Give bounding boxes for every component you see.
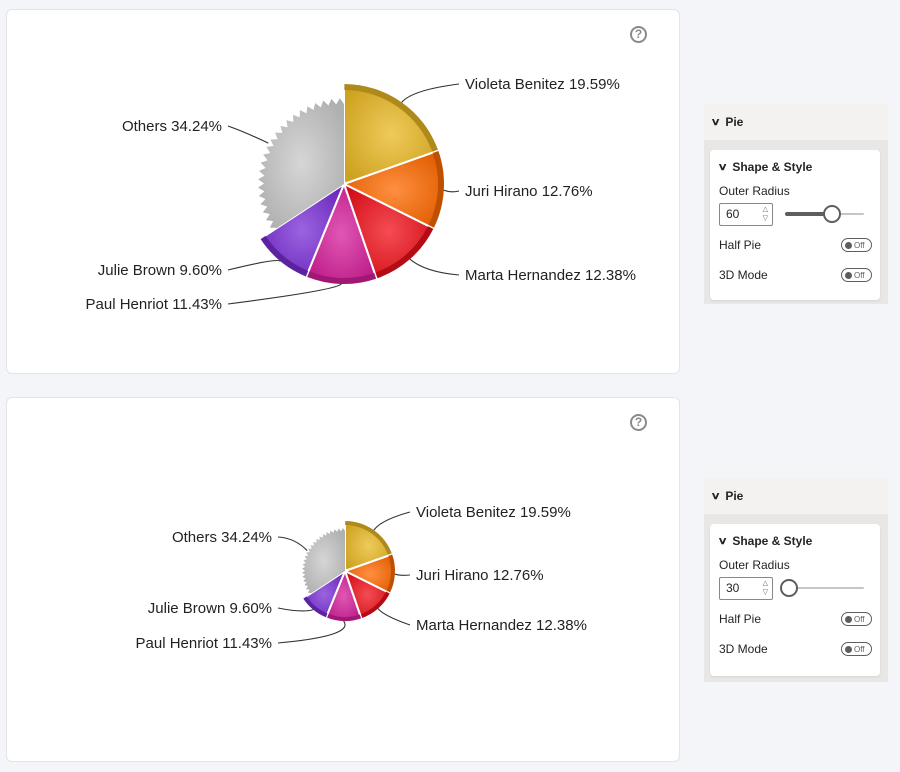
toggle-state: Off [854, 270, 865, 280]
shape-style-title: Shape & Style [732, 160, 813, 174]
data-label-violeta-benitez: Violeta Benitez 19.59% [465, 76, 620, 93]
shape-style-section: ∨ Shape & Style Outer Radius 60 △ ▽ Half … [710, 150, 880, 300]
chevron-down-icon: ∨ [710, 490, 721, 502]
leader-line-others [277, 536, 308, 551]
outer-radius-slider[interactable] [779, 576, 864, 600]
shape-style-section: ∨ Shape & Style Outer Radius 30 △ ▽ Half … [710, 524, 880, 676]
pie-slice-rim-paul-henriot [306, 271, 377, 284]
shape-style-header[interactable]: ∨ Shape & Style [717, 158, 872, 176]
toggle-knob [845, 645, 852, 653]
toggle-state: Off [854, 240, 865, 250]
pie-slice-rim-marta-hernandez [360, 591, 390, 619]
outer-radius-input[interactable]: 30 △ ▽ [719, 576, 773, 600]
data-label-juri-hirano: Juri Hirano 12.76% [465, 183, 593, 200]
chart-card-top: ? Violeta Benitez 19.59% Juri Hirano 12.7… [6, 9, 680, 374]
format-panel-bottom: ∨ Pie ∨ Shape & Style Outer Radius 30 △ ▽… [704, 478, 888, 682]
half-pie-toggle[interactable]: Off [841, 612, 872, 626]
leader-line-violeta-benitez [373, 511, 411, 531]
outer-radius-label: Outer Radius [719, 184, 790, 198]
slider-fill [785, 212, 833, 216]
pie-slice-rim-juri-hirano [428, 151, 444, 229]
slider-track [785, 587, 864, 589]
slider-thumb[interactable] [823, 205, 842, 223]
pie-slice-rim-julie-brown [303, 596, 328, 618]
data-label-marta-hernandez: Marta Hernandez 12.38% [465, 267, 636, 284]
toggle-knob [845, 615, 852, 623]
half-pie-label: Half Pie [719, 612, 762, 626]
data-label-paul-henriot: Paul Henriot 11.43% [136, 635, 272, 652]
toggle-state: Off [854, 644, 865, 654]
3d-mode-label: 3D Mode [719, 642, 768, 656]
pie-slice-rim-paul-henriot [326, 613, 362, 621]
pie-slice-rim-violeta-benitez [344, 84, 439, 153]
toggle-state: Off [854, 614, 865, 624]
data-label-julie-brown: Julie Brown 9.60% [98, 262, 222, 279]
3d-mode-label: 3D Mode [719, 268, 768, 282]
pie-panel-header[interactable]: ∨ Pie [704, 104, 888, 140]
data-label-marta-hernandez: Marta Hernandez 12.38% [416, 617, 587, 634]
outer-radius-value: 30 [726, 580, 740, 595]
pie-slice-rim-julie-brown [260, 235, 309, 277]
chart-card-bottom: ? Violeta Benitez 19.59% Juri Hirano 12.7… [6, 397, 680, 762]
half-pie-label: Half Pie [719, 238, 762, 252]
pie-slice-rim-marta-hernandez [374, 226, 434, 279]
outer-radius-input[interactable]: 60 △ ▽ [719, 202, 773, 226]
spin-arrows-icon[interactable]: △ ▽ [762, 205, 768, 222]
outer-radius-slider[interactable] [785, 202, 864, 226]
outer-radius-value: 60 [726, 206, 740, 221]
3d-mode-toggle[interactable]: Off [841, 642, 872, 656]
spin-arrows-icon[interactable]: △ ▽ [762, 579, 768, 596]
pie-chart-bottom: Violeta Benitez 19.59% Juri Hirano 12.76%… [136, 504, 587, 652]
outer-radius-label: Outer Radius [719, 558, 790, 572]
leader-line-others [227, 125, 269, 144]
chevron-down-icon: ∨ [717, 535, 728, 547]
leader-line-paul-henriot [277, 620, 346, 644]
leader-line-violeta-benitez [401, 83, 460, 103]
data-label-julie-brown: Julie Brown 9.60% [148, 600, 272, 617]
data-label-violeta-benitez: Violeta Benitez 19.59% [416, 504, 571, 521]
chevron-down-icon: ∨ [717, 161, 728, 173]
help-icon[interactable]: ? [630, 26, 647, 43]
data-label-others: Others 34.24% [172, 529, 272, 546]
chevron-down-icon: ∨ [710, 116, 721, 128]
pie-slice-others[interactable] [302, 528, 345, 593]
pie-panel-title: Pie [725, 489, 744, 503]
pie-panel-header[interactable]: ∨ Pie [704, 478, 888, 514]
format-panel-top: ∨ Pie ∨ Shape & Style Outer Radius 60 △ ▽… [704, 104, 888, 304]
pie-chart-top: Violeta Benitez 19.59% Juri Hirano 12.76%… [86, 76, 636, 313]
pie-panel-title: Pie [725, 115, 744, 129]
data-label-paul-henriot: Paul Henriot 11.43% [86, 296, 222, 313]
leader-line-paul-henriot [227, 283, 342, 305]
data-label-others: Others 34.24% [122, 118, 222, 135]
slider-thumb[interactable] [779, 579, 798, 597]
leader-line-juri-hirano [443, 189, 460, 193]
help-icon[interactable]: ? [630, 414, 647, 431]
toggle-knob [845, 271, 852, 279]
leader-line-juri-hirano [394, 573, 411, 576]
data-label-juri-hirano: Juri Hirano 12.76% [416, 567, 544, 584]
shape-style-header[interactable]: ∨ Shape & Style [717, 532, 872, 550]
leader-line-marta-hernandez [409, 258, 460, 276]
shape-style-title: Shape & Style [732, 534, 813, 548]
toggle-knob [845, 241, 852, 249]
pie-slice-rim-juri-hirano [386, 554, 395, 594]
leader-line-marta-hernandez [377, 608, 411, 626]
half-pie-toggle[interactable]: Off [841, 238, 872, 252]
leader-line-julie-brown [277, 607, 314, 612]
pie-slice-rim-violeta-benitez [345, 521, 393, 556]
leader-line-julie-brown [227, 260, 281, 271]
pie-slice-others[interactable] [258, 98, 344, 228]
3d-mode-toggle[interactable]: Off [841, 268, 872, 282]
